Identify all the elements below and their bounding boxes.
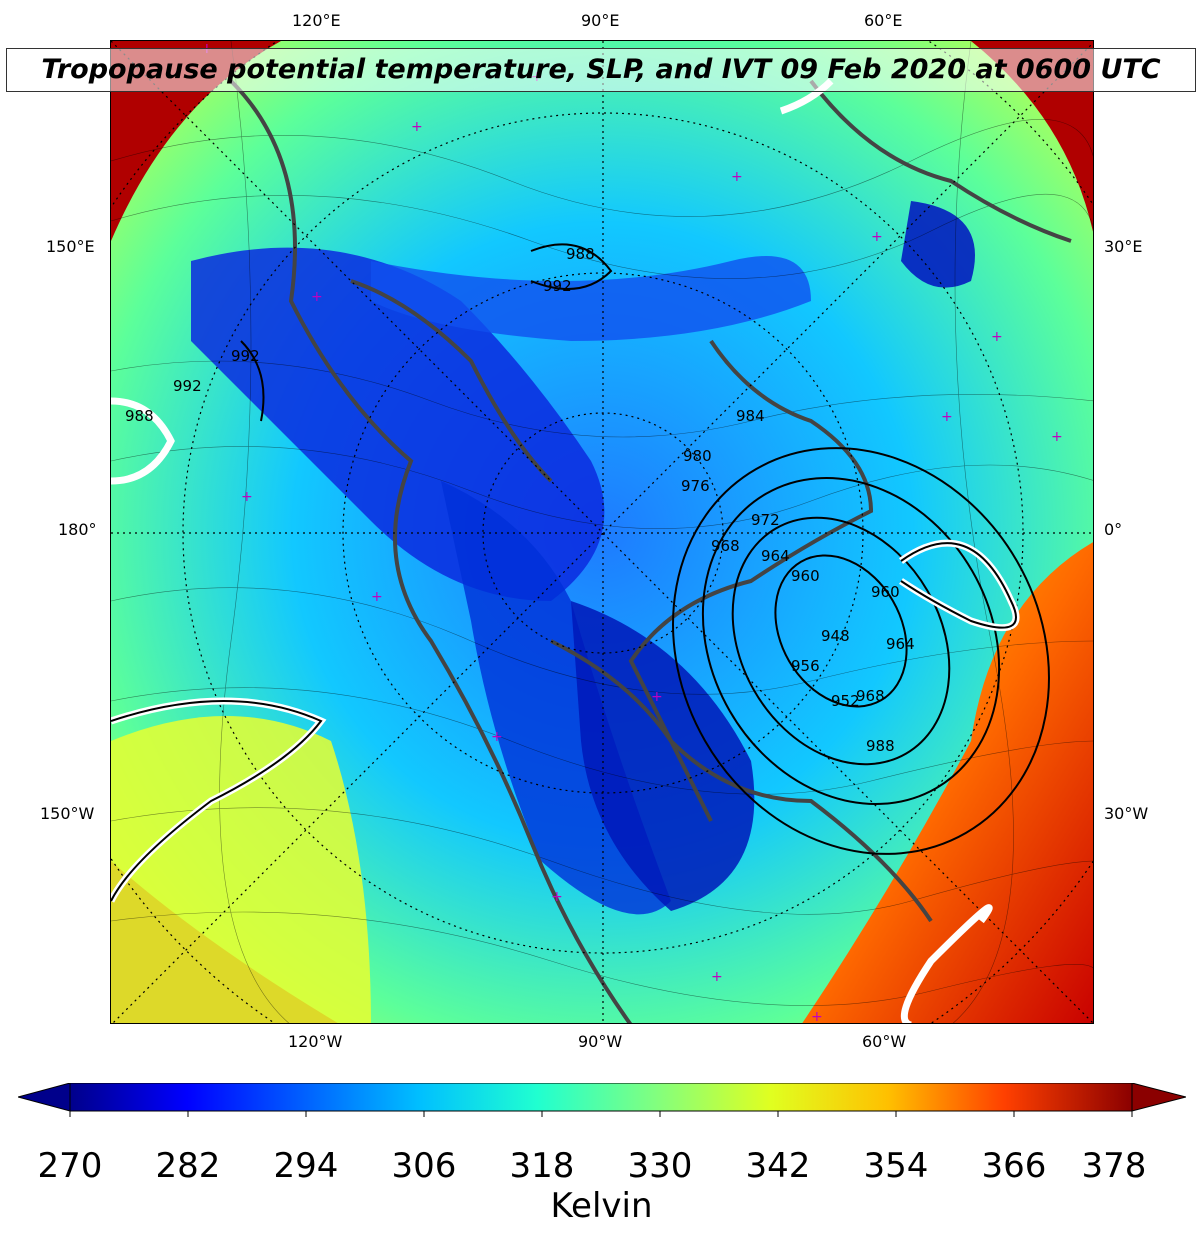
colorbar-max-extend (1131, 1083, 1186, 1112)
slp-label: 972 (751, 511, 780, 529)
lon-label-top: 90°E (581, 11, 620, 30)
svg-text:+: + (871, 229, 883, 245)
svg-text:+: + (491, 729, 503, 745)
map-canvas: + + + + + + + + + + + + + + + + 988 992 … (111, 41, 1093, 1024)
warm-region-atlantic (802, 542, 1093, 1023)
lon-label-left: 180° (58, 520, 97, 539)
slp-label: 976 (681, 477, 710, 495)
colorbar-tick-label: 306 (391, 1146, 457, 1186)
coastlines (229, 79, 1072, 1023)
slp-label: 988 (566, 245, 595, 263)
lon-label-left: 150°W (40, 804, 95, 823)
slp-label: 992 (231, 347, 260, 365)
colorbar-tick-label: 294 (273, 1146, 339, 1186)
svg-text:+: + (651, 689, 663, 705)
theta-contours (111, 41, 1093, 1023)
slp-label: 968 (856, 687, 885, 705)
colorbar-tick-label: 366 (981, 1146, 1047, 1186)
colorbar-tick-label: 270 (37, 1146, 103, 1186)
svg-text:+: + (551, 889, 563, 905)
colorbar-tick-label: 378 (1081, 1146, 1147, 1186)
svg-text:+: + (241, 489, 253, 505)
lon-label-left: 150°E (46, 237, 95, 256)
colorbar-ticks (69, 1111, 1133, 1117)
cold-lobe-3 (371, 256, 811, 341)
warm-region-pacific (111, 716, 371, 1023)
graticule (111, 41, 1093, 1023)
slp-label: 968 (711, 537, 740, 555)
colorbar-tick-label: 318 (509, 1146, 575, 1186)
slp-label: 988 (866, 737, 895, 755)
lon-label-bottom: 90°W (578, 1032, 623, 1051)
colorbar-bar (69, 1083, 1133, 1112)
slp-label: 984 (736, 407, 765, 425)
slp-label: 960 (791, 567, 820, 585)
slp-label: 952 (831, 692, 860, 710)
svg-text:+: + (711, 969, 723, 985)
cold-lobe-5 (901, 201, 975, 288)
map-panel: + + + + + + + + + + + + + + + + 988 992 … (110, 40, 1094, 1024)
slp-label: 992 (173, 377, 202, 395)
colorbar-tick-label: 282 (155, 1146, 221, 1186)
slp-label: 948 (821, 627, 850, 645)
svg-text:+: + (991, 329, 1003, 345)
colorbar-tick-label: 354 (863, 1146, 929, 1186)
slp-label: 980 (683, 447, 712, 465)
slp-label: 992 (543, 277, 572, 295)
cold-lobe-4 (571, 601, 755, 911)
colorbar-min-extend (18, 1083, 71, 1112)
svg-text:+: + (1051, 429, 1063, 445)
colorbar (18, 1083, 1186, 1117)
slp-contours (240, 243, 1050, 855)
map-title: Tropopause potential temperature, SLP, a… (6, 48, 1196, 92)
lon-label-right: 30°E (1104, 237, 1143, 256)
svg-text:+: + (811, 1009, 823, 1024)
svg-text:+: + (941, 409, 953, 425)
lon-label-right: 0° (1104, 520, 1123, 539)
slp-label: 988 (125, 407, 154, 425)
lon-label-bottom: 120°W (288, 1032, 343, 1051)
lon-label-right: 30°W (1104, 804, 1149, 823)
svg-text:+: + (411, 119, 423, 135)
cold-lobe-1 (191, 247, 605, 601)
colorbar-tick-label: 342 (745, 1146, 811, 1186)
slp-label: 964 (761, 547, 790, 565)
svg-text:+: + (311, 289, 323, 305)
slp-labels: 988 992 992 992 988 984 980 976 972 968 … (125, 245, 915, 755)
colorbar-label: Kelvin (550, 1186, 653, 1226)
slp-label: 960 (871, 583, 900, 601)
svg-text:+: + (731, 169, 743, 185)
slp-label: 964 (886, 635, 915, 653)
svg-text:+: + (371, 589, 383, 605)
slp-label: 956 (791, 657, 820, 675)
lon-label-bottom: 60°W (862, 1032, 907, 1051)
lon-label-top: 120°E (292, 11, 341, 30)
lon-label-top: 60°E (864, 11, 903, 30)
ivt-contour-outlines (111, 542, 1017, 902)
colorbar-tick-label: 330 (627, 1146, 693, 1186)
